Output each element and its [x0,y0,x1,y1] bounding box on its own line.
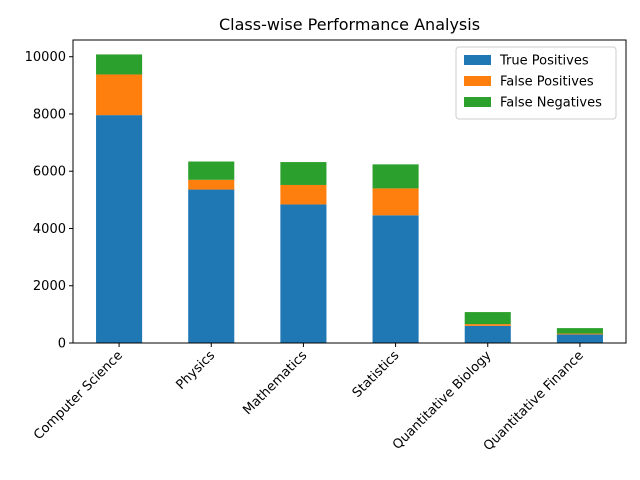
bar-1-6 [556,334,603,343]
legend-label-3: False Negatives [500,96,602,111]
bar-2-5 [464,324,511,326]
y-tick-label-5: 10000 [25,50,66,65]
bar-1-1 [96,115,143,343]
y-tick-label-1: 2000 [33,279,66,294]
legend-label-1: True Positives [499,54,589,69]
legend-label-2: False Positives [500,75,594,90]
bar-1-4 [372,215,419,343]
chart-title: Class-wise Performance Analysis [219,15,480,34]
bar-2-1 [96,74,143,116]
legend: True Positives False Positives False Negat… [455,46,617,120]
y-axis: 0 2000 4000 6000 8000 10000 [25,50,73,352]
bar-3-6 [556,328,603,334]
bar-1-5 [464,325,511,343]
y-tick-label-2: 4000 [33,222,66,237]
bars-group [96,54,603,343]
x-tick-label-5: Quantitative Finance [481,348,587,454]
legend-swatch-1 [464,55,491,65]
x-tick-label-0: Computer Science [31,348,126,443]
legend-swatch-3 [464,97,491,107]
bar-3-1 [96,54,143,75]
bar-3-5 [464,312,511,325]
legend-swatch-2 [464,76,491,86]
x-tick-label-1: Physics [173,348,218,393]
bar-1-3 [280,204,327,343]
y-tick-label-4: 8000 [33,107,66,122]
bar-2-6 [556,333,603,335]
x-tick-label-3: Statistics [350,348,403,401]
bar-1-2 [188,189,235,343]
bar-2-3 [280,184,327,205]
bar-3-3 [280,162,327,185]
bar-3-2 [188,161,235,180]
plot-frame [72,39,627,344]
x-tick-label-4: Quantitative Biology [390,348,495,453]
y-tick-label-3: 6000 [33,165,66,180]
bar-2-4 [372,188,419,216]
bar-2-2 [188,179,235,190]
x-tick-label-2: Mathematics [240,348,310,418]
y-tick-label-0: 0 [58,337,66,352]
legend-frame [455,46,617,120]
x-axis: Computer Science Physics Mathematics Statis… [31,343,587,454]
bar-3-4 [372,164,419,189]
